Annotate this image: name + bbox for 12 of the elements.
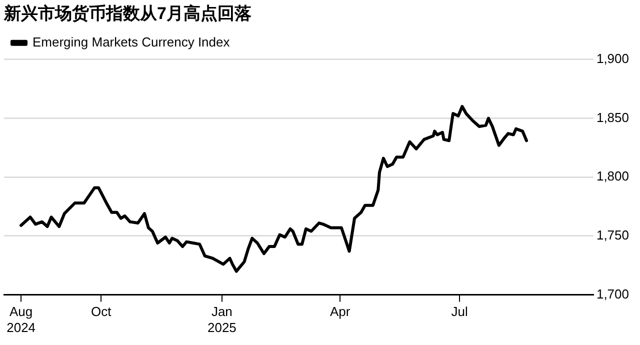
y-tick-label: 1,900 — [596, 50, 630, 66]
x-tick-label: Aug 2024 — [6, 304, 36, 335]
x-tick-label: Jul — [451, 304, 468, 320]
x-tick-label: Apr — [330, 304, 351, 320]
chart-title: 新兴市场货币指数从7月高点回落 — [3, 4, 252, 23]
y-tick-label: 1,700 — [596, 286, 630, 302]
x-tick-label: Jan 2025 — [207, 304, 236, 335]
y-tick-label: 1,850 — [596, 110, 630, 125]
y-tick-label: 1,800 — [596, 168, 630, 184]
legend-label: Emerging Markets Currency Index — [32, 34, 230, 50]
x-tick-label: Oct — [91, 304, 112, 320]
y-tick-label: 1,750 — [596, 228, 630, 243]
